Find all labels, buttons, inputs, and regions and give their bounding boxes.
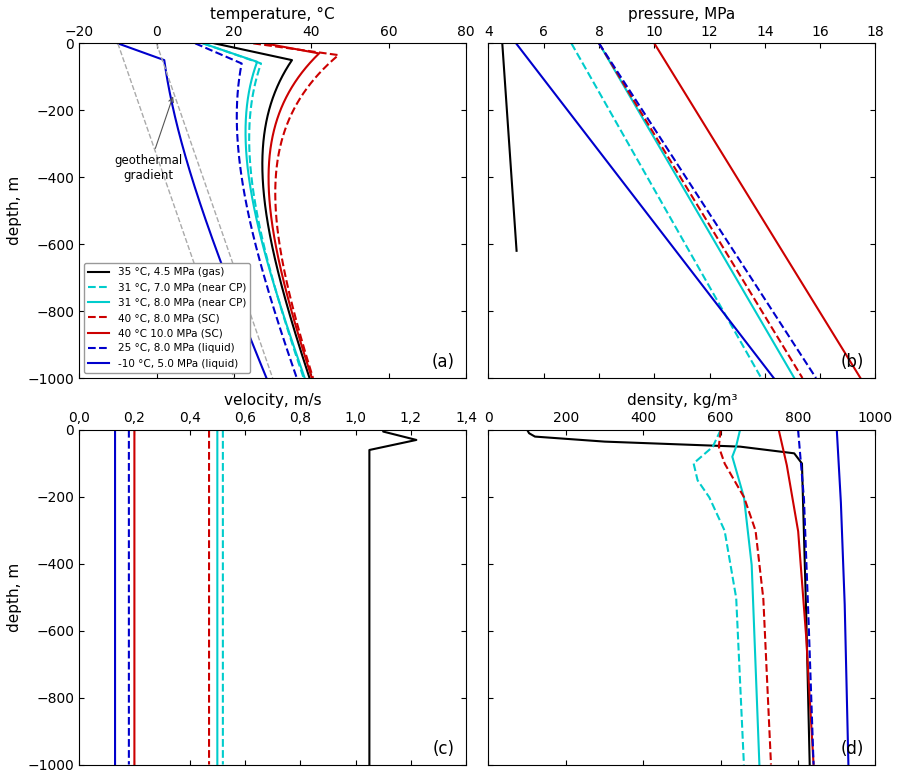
Text: (a): (a) xyxy=(431,353,454,371)
X-axis label: pressure, MPa: pressure, MPa xyxy=(628,7,735,22)
X-axis label: velocity, m/s: velocity, m/s xyxy=(224,393,321,409)
Text: geothermal
gradient: geothermal gradient xyxy=(114,98,183,182)
Y-axis label: depth, m: depth, m xyxy=(7,562,22,632)
Text: (c): (c) xyxy=(433,740,454,758)
X-axis label: density, kg/m³: density, kg/m³ xyxy=(626,393,737,409)
Y-axis label: depth, m: depth, m xyxy=(7,176,22,246)
Text: (d): (d) xyxy=(841,740,864,758)
Legend: 35 °C, 4.5 MPa (gas), 31 °C, 7.0 MPa (near CP), 31 °C, 8.0 MPa (near CP), 40 °C,: 35 °C, 4.5 MPa (gas), 31 °C, 7.0 MPa (ne… xyxy=(85,263,250,373)
Text: (b): (b) xyxy=(841,353,864,371)
X-axis label: temperature, °C: temperature, °C xyxy=(211,7,335,22)
